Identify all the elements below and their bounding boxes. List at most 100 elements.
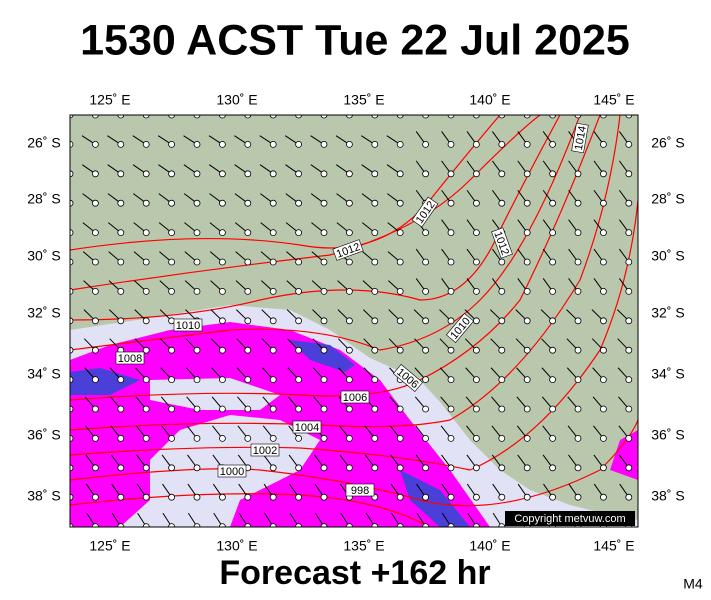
station: [70, 317, 74, 325]
station: [92, 464, 99, 472]
station: [92, 140, 99, 148]
station: [142, 115, 150, 119]
station: [549, 493, 556, 501]
lon-label: 135˚ E: [343, 538, 384, 554]
station: [295, 287, 303, 295]
station: [472, 287, 480, 295]
station: [447, 464, 455, 472]
station: [269, 317, 277, 325]
station: [472, 258, 480, 266]
lat-label: 28˚ S: [27, 191, 60, 207]
station: [142, 317, 150, 325]
barb: [70, 496, 71, 498]
station: [396, 115, 404, 119]
station: [396, 258, 404, 266]
station: [269, 493, 277, 501]
isobar-label: 1002: [250, 443, 280, 457]
station: [142, 376, 150, 384]
barb: [196, 115, 197, 116]
station: [244, 346, 252, 354]
station: [396, 229, 404, 237]
station: [600, 376, 607, 384]
station: [346, 115, 353, 119]
station: [193, 287, 201, 295]
isobar-label: 1008: [115, 351, 145, 365]
station: [193, 170, 201, 178]
station: [447, 346, 455, 354]
station: [574, 405, 582, 413]
station: [92, 287, 99, 295]
station: [117, 464, 125, 472]
isobar-label-box: [173, 318, 203, 332]
isobar-value: 1010: [176, 320, 200, 332]
station: [92, 376, 99, 384]
station: [142, 405, 150, 413]
station: [168, 170, 176, 178]
lon-label: 145˚ E: [593, 538, 634, 554]
station: [447, 140, 455, 148]
station: [92, 199, 99, 207]
station: [244, 199, 252, 207]
lat-label: 36˚ S: [27, 427, 60, 443]
station: [422, 376, 430, 384]
station: [244, 317, 252, 325]
lat-label: 26˚ S: [27, 135, 60, 151]
model-label: M4: [683, 576, 703, 592]
station: [625, 229, 633, 237]
barb: [450, 115, 451, 116]
station: [70, 199, 74, 207]
station: [625, 199, 633, 207]
station: [320, 376, 328, 384]
station: [117, 229, 125, 237]
isobar-label-box: [250, 443, 280, 457]
lat-label: 30˚ S: [651, 248, 684, 264]
station: [600, 464, 607, 472]
station: [472, 434, 480, 442]
station: [320, 493, 328, 501]
station: [625, 317, 633, 325]
station: [549, 434, 556, 442]
station: [523, 229, 531, 237]
station: [320, 317, 328, 325]
barb: [577, 115, 578, 116]
station: [523, 140, 531, 148]
station: [498, 258, 506, 266]
station: [625, 115, 633, 119]
station: [549, 140, 556, 148]
station: [523, 317, 531, 325]
station: [523, 258, 531, 266]
station: [295, 493, 303, 501]
station: [422, 229, 430, 237]
station: [498, 317, 506, 325]
station: [193, 405, 201, 413]
station: [70, 288, 74, 295]
station: [345, 464, 353, 472]
station: [371, 464, 379, 472]
station: [371, 258, 379, 266]
station: [447, 317, 455, 325]
station: [218, 199, 226, 207]
station: [244, 434, 252, 442]
station: [472, 376, 480, 384]
station: [625, 287, 633, 295]
lon-label: 130˚ E: [216, 92, 257, 108]
station: [600, 317, 607, 325]
station: [193, 493, 201, 501]
station: [295, 199, 303, 207]
station: [345, 199, 353, 207]
lat-label: 36˚ S: [651, 427, 684, 443]
barb: [70, 466, 71, 468]
station: [574, 287, 582, 295]
station: [218, 346, 226, 354]
rain-heavy: [70, 322, 490, 527]
station: [396, 199, 404, 207]
barb: [272, 115, 274, 116]
station: [371, 287, 379, 295]
station: [396, 464, 404, 472]
station: [625, 376, 633, 384]
station: [574, 464, 582, 472]
station: [295, 317, 303, 325]
station: [320, 405, 328, 413]
isobar-value: 1006: [343, 392, 367, 404]
lon-label: 125˚ E: [89, 92, 130, 108]
